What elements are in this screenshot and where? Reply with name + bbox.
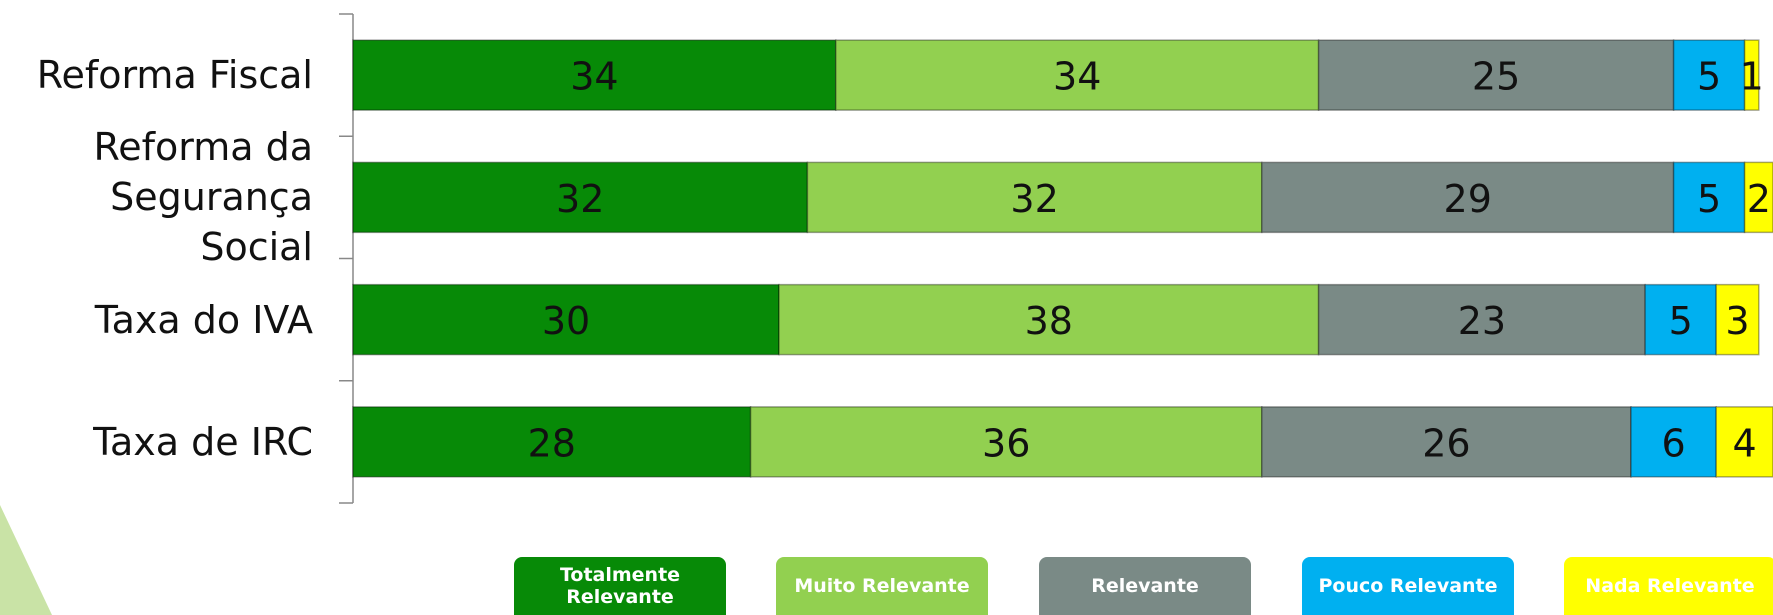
bar-segment xyxy=(1261,406,1632,478)
data-label: 5 xyxy=(1697,177,1721,221)
data-label: 1 xyxy=(1740,55,1764,99)
data-label: 36 xyxy=(982,421,1030,465)
bar-segment xyxy=(352,161,809,234)
bar-segment xyxy=(1317,39,1675,111)
data-label: 5 xyxy=(1669,299,1693,343)
data-label: 26 xyxy=(1422,421,1470,465)
bar-segment xyxy=(352,283,780,356)
data-label: 38 xyxy=(1025,299,1073,343)
data-label: 25 xyxy=(1472,55,1520,99)
bar-segment xyxy=(1715,283,1760,356)
data-label: 5 xyxy=(1697,55,1721,99)
legend-item: Pouco Relevante xyxy=(1302,557,1514,615)
data-label: 34 xyxy=(1053,55,1101,99)
decoration xyxy=(0,505,52,615)
data-label: 23 xyxy=(1458,299,1506,343)
bar-segment xyxy=(1743,39,1760,111)
data-label: 34 xyxy=(570,55,618,99)
data-label: 32 xyxy=(556,177,604,221)
data-label: 28 xyxy=(528,421,576,465)
bar-segment xyxy=(1317,283,1646,356)
bar-segment xyxy=(778,283,1320,356)
category-label: Reforma da Segurança Social xyxy=(93,125,313,270)
bar-segment xyxy=(806,161,1263,234)
data-label: 2 xyxy=(1747,177,1771,221)
legend-item: Totalmente Relevante xyxy=(514,557,726,615)
bar-segment xyxy=(1644,283,1717,356)
data-label: 29 xyxy=(1444,177,1492,221)
data-label: 3 xyxy=(1725,299,1749,343)
data-label: 4 xyxy=(1733,421,1757,465)
bar-segment xyxy=(1630,406,1717,478)
legend-item: Nada Relevante xyxy=(1564,557,1773,615)
bar-segment xyxy=(1743,161,1773,234)
legend-item: Muito Relevante xyxy=(776,557,988,615)
legend-item: Relevante xyxy=(1039,557,1251,615)
data-label: 30 xyxy=(542,299,590,343)
category-label: Taxa de IRC xyxy=(93,419,313,464)
bar-segment xyxy=(1261,161,1675,234)
bar-segment xyxy=(352,39,837,111)
data-label: 32 xyxy=(1010,177,1058,221)
data-label: 6 xyxy=(1662,421,1686,465)
bar-segment xyxy=(1715,406,1773,478)
category-label: Reforma Fiscal xyxy=(36,53,313,98)
bar-segment xyxy=(1672,39,1746,111)
category-label: Taxa do IVA xyxy=(94,297,313,342)
